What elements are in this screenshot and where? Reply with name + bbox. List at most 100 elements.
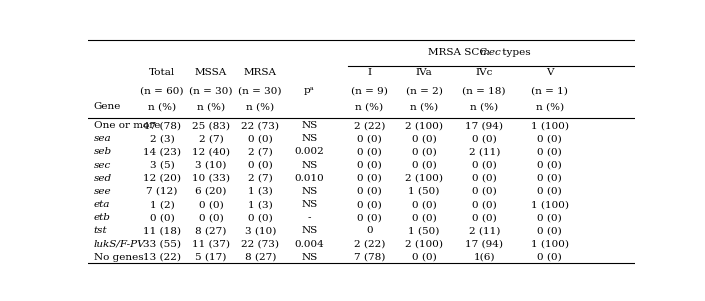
Text: 1 (100): 1 (100)	[531, 200, 569, 209]
Text: 0 (0): 0 (0)	[199, 200, 223, 209]
Text: 17 (94): 17 (94)	[465, 240, 503, 249]
Text: 1 (100): 1 (100)	[531, 121, 569, 130]
Text: 0 (0): 0 (0)	[149, 213, 174, 222]
Text: 25 (83): 25 (83)	[192, 121, 230, 130]
Text: 2 (100): 2 (100)	[405, 174, 443, 183]
Text: 0.010: 0.010	[295, 174, 324, 183]
Text: One or more: One or more	[94, 121, 160, 130]
Text: (n = 18): (n = 18)	[462, 86, 506, 95]
Text: see: see	[94, 187, 111, 196]
Text: 0 (0): 0 (0)	[357, 174, 382, 183]
Text: n (%): n (%)	[536, 102, 564, 111]
Text: sea: sea	[94, 134, 111, 143]
Text: 1 (50): 1 (50)	[408, 226, 440, 235]
Text: pᵃ: pᵃ	[304, 86, 315, 95]
Text: 0 (0): 0 (0)	[472, 174, 496, 183]
Text: 0 (0): 0 (0)	[357, 213, 382, 222]
Text: 0 (0): 0 (0)	[472, 187, 496, 196]
Text: 0 (0): 0 (0)	[537, 174, 562, 183]
Text: 33 (55): 33 (55)	[143, 240, 181, 249]
Text: lukS/F-PV: lukS/F-PV	[94, 240, 145, 249]
Text: n (%): n (%)	[355, 102, 384, 111]
Text: NS: NS	[301, 134, 317, 143]
Text: 8 (27): 8 (27)	[195, 226, 227, 235]
Text: 0 (0): 0 (0)	[412, 161, 436, 170]
Text: 47 (78): 47 (78)	[143, 121, 181, 130]
Text: 8 (27): 8 (27)	[245, 253, 276, 262]
Text: 0.004: 0.004	[295, 240, 324, 249]
Text: NS: NS	[301, 187, 317, 196]
Text: 11 (37): 11 (37)	[192, 240, 230, 249]
Text: 0 (0): 0 (0)	[248, 213, 273, 222]
Text: types: types	[499, 48, 531, 57]
Text: 17 (94): 17 (94)	[465, 121, 503, 130]
Text: mec: mec	[479, 48, 501, 57]
Text: 0 (0): 0 (0)	[199, 213, 223, 222]
Text: 0 (0): 0 (0)	[412, 134, 436, 143]
Text: (n = 1): (n = 1)	[532, 86, 568, 95]
Text: 14 (23): 14 (23)	[143, 147, 181, 157]
Text: 2 (7): 2 (7)	[248, 174, 273, 183]
Text: 3 (10): 3 (10)	[195, 161, 227, 170]
Text: 2 (3): 2 (3)	[149, 134, 174, 143]
Text: 0 (0): 0 (0)	[537, 213, 562, 222]
Text: 2 (100): 2 (100)	[405, 121, 443, 130]
Text: 0 (0): 0 (0)	[357, 134, 382, 143]
Text: MRSA SCC: MRSA SCC	[428, 48, 487, 57]
Text: (n = 2): (n = 2)	[405, 86, 443, 95]
Text: 0 (0): 0 (0)	[412, 213, 436, 222]
Text: IVc: IVc	[476, 67, 493, 76]
Text: 1 (3): 1 (3)	[248, 187, 273, 196]
Text: 0 (0): 0 (0)	[248, 161, 273, 170]
Text: 3 (10): 3 (10)	[245, 226, 276, 235]
Text: n (%): n (%)	[410, 102, 439, 111]
Text: 2 (11): 2 (11)	[469, 147, 500, 157]
Text: 0 (0): 0 (0)	[412, 253, 436, 262]
Text: n (%): n (%)	[197, 102, 225, 111]
Text: No genes: No genes	[94, 253, 143, 262]
Text: 0 (0): 0 (0)	[472, 213, 496, 222]
Text: (n = 9): (n = 9)	[351, 86, 388, 95]
Text: (n = 60): (n = 60)	[140, 86, 183, 95]
Text: Gene: Gene	[94, 102, 121, 111]
Text: 0: 0	[366, 226, 373, 235]
Text: I: I	[367, 67, 372, 76]
Text: 11 (18): 11 (18)	[143, 226, 181, 235]
Text: 6 (20): 6 (20)	[195, 187, 227, 196]
Text: 0 (0): 0 (0)	[412, 200, 436, 209]
Text: Total: Total	[149, 67, 175, 76]
Text: 0 (0): 0 (0)	[412, 147, 436, 157]
Text: (n = 30): (n = 30)	[190, 86, 233, 95]
Text: 12 (40): 12 (40)	[192, 147, 230, 157]
Text: MSSA: MSSA	[195, 67, 227, 76]
Text: 1 (3): 1 (3)	[248, 200, 273, 209]
Text: 10 (33): 10 (33)	[192, 174, 230, 183]
Text: 0 (0): 0 (0)	[537, 134, 562, 143]
Text: 0.002: 0.002	[295, 147, 324, 157]
Text: tst: tst	[94, 226, 107, 235]
Text: 0 (0): 0 (0)	[357, 200, 382, 209]
Text: n (%): n (%)	[246, 102, 274, 111]
Text: 2 (22): 2 (22)	[354, 240, 385, 249]
Text: (n = 30): (n = 30)	[238, 86, 282, 95]
Text: NS: NS	[301, 200, 317, 209]
Text: -: -	[307, 213, 311, 222]
Text: 1 (2): 1 (2)	[149, 200, 174, 209]
Text: V: V	[546, 67, 553, 76]
Text: NS: NS	[301, 121, 317, 130]
Text: 12 (20): 12 (20)	[143, 174, 181, 183]
Text: etb: etb	[94, 213, 111, 222]
Text: seb: seb	[94, 147, 111, 157]
Text: sec: sec	[94, 161, 111, 170]
Text: 2 (11): 2 (11)	[469, 226, 500, 235]
Text: eta: eta	[94, 200, 110, 209]
Text: 22 (73): 22 (73)	[241, 240, 279, 249]
Text: MRSA: MRSA	[244, 67, 277, 76]
Text: 0 (0): 0 (0)	[537, 226, 562, 235]
Text: 3 (5): 3 (5)	[149, 161, 174, 170]
Text: NS: NS	[301, 253, 317, 262]
Text: 0 (0): 0 (0)	[537, 187, 562, 196]
Text: 0 (0): 0 (0)	[357, 147, 382, 157]
Text: 0 (0): 0 (0)	[248, 134, 273, 143]
Text: NS: NS	[301, 226, 317, 235]
